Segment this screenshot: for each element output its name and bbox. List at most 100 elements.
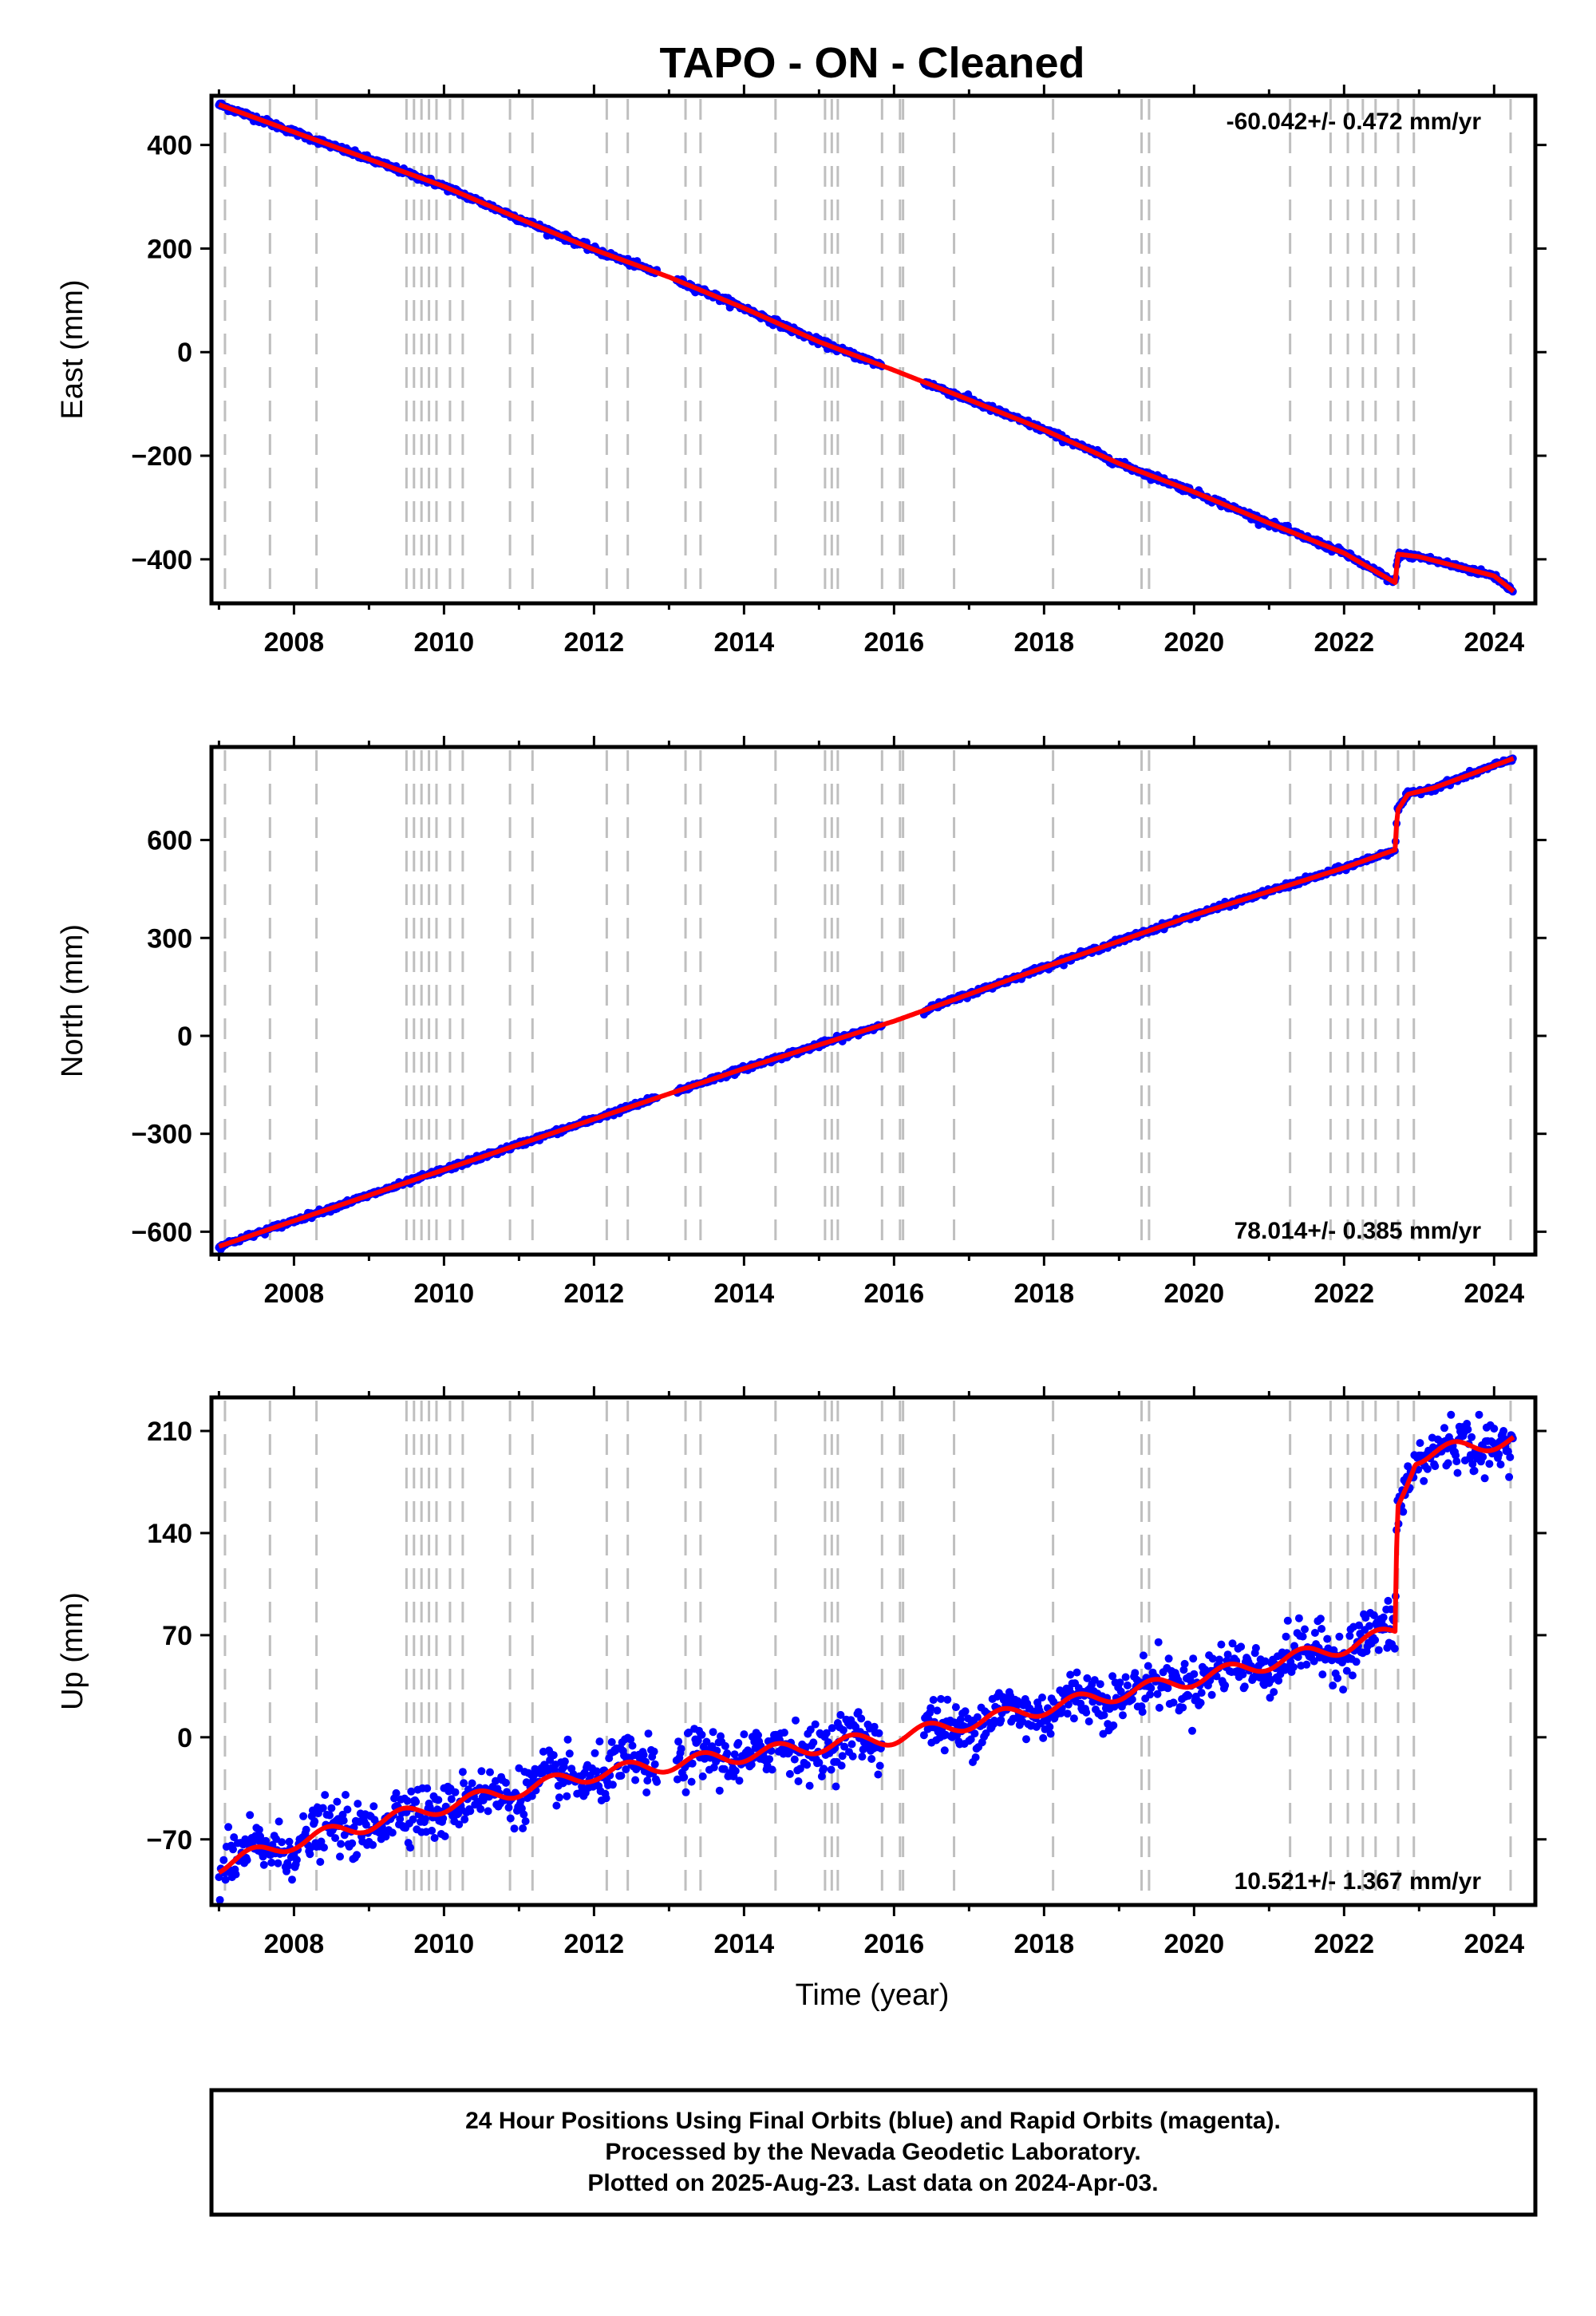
y-axis-label: North (mm) (56, 924, 89, 1077)
data-point (765, 1755, 774, 1764)
data-point (1189, 1654, 1198, 1663)
data-point (1196, 1698, 1205, 1707)
data-point (1301, 1625, 1309, 1634)
data-point (460, 1779, 468, 1788)
data-point (1131, 1669, 1140, 1678)
data-point (447, 1795, 456, 1804)
data-point (406, 1844, 415, 1852)
data-point (1496, 1460, 1505, 1468)
data-point (1479, 1452, 1487, 1461)
data-point (1329, 1682, 1337, 1690)
data-point (1121, 1673, 1130, 1682)
y-tick-label: 600 (147, 826, 192, 856)
data-point (468, 1779, 476, 1788)
data-point (723, 1749, 732, 1757)
y-tick-label: 200 (147, 234, 192, 264)
data-point (369, 1802, 378, 1811)
data-point (1096, 1680, 1104, 1689)
data-point (560, 1757, 569, 1766)
data-point (342, 1791, 350, 1799)
data-point (1384, 1596, 1393, 1605)
data-point (943, 1695, 952, 1704)
x-tick-label: 2024 (1464, 1279, 1524, 1309)
data-point (476, 1804, 485, 1813)
data-point (1084, 1717, 1093, 1725)
data-point (1240, 1682, 1249, 1691)
data-point (565, 1749, 574, 1758)
data-point (642, 1788, 651, 1796)
data-point (434, 1796, 443, 1804)
data-point (215, 1895, 224, 1904)
data-point (549, 1751, 558, 1760)
data-point (1317, 1625, 1326, 1633)
data-point (1038, 1694, 1046, 1701)
data-point (1490, 1425, 1499, 1433)
data-point (874, 1770, 883, 1779)
data-point (803, 1761, 812, 1769)
data-point (1270, 1688, 1278, 1697)
y-tick-label: −400 (131, 545, 192, 575)
data-point (595, 1737, 604, 1746)
data-point (785, 1769, 794, 1778)
data-point (1022, 1735, 1030, 1744)
data-point (650, 1747, 658, 1756)
y-tick-label: 70 (162, 1621, 192, 1651)
data-point (1379, 1613, 1388, 1622)
data-point (780, 1729, 788, 1737)
data-point (430, 1834, 439, 1842)
data-point (1316, 1614, 1325, 1623)
data-point (412, 1797, 421, 1806)
data-point (631, 1776, 640, 1784)
data-point (1073, 1668, 1081, 1677)
rate-label: 10.521+/- 1.367 mm/yr (1235, 1868, 1482, 1895)
data-point (477, 1767, 486, 1776)
data-point (837, 1761, 846, 1770)
footer-line-2: Processed by the Nevada Geodetic Laborat… (605, 2139, 1140, 2165)
x-tick-label: 2014 (714, 1929, 775, 1959)
data-point (644, 1729, 653, 1738)
data-point (484, 1807, 492, 1816)
data-point (1390, 1644, 1399, 1653)
data-point (1123, 1681, 1132, 1690)
model-line (218, 102, 1515, 594)
y-tick-label: 300 (147, 923, 192, 954)
data-point (1144, 1662, 1152, 1670)
x-tick-label: 2016 (864, 627, 925, 658)
data-point (318, 1804, 327, 1812)
data-point (519, 1810, 528, 1819)
data-point (709, 1728, 717, 1737)
data-point (486, 1768, 494, 1777)
data-point (811, 1720, 820, 1729)
data-point (274, 1859, 282, 1867)
data-point (1416, 1439, 1424, 1448)
data-point (650, 1760, 659, 1769)
data-point (1464, 1425, 1472, 1434)
data-point (284, 1861, 293, 1870)
data-point (790, 1755, 799, 1764)
data-point (832, 1782, 840, 1791)
data-point (1440, 1424, 1448, 1433)
data-point (1100, 1711, 1108, 1719)
data-point (929, 1696, 938, 1704)
data-point (1505, 1472, 1514, 1481)
data-point (839, 1725, 847, 1734)
data-point (1452, 1457, 1461, 1466)
x-tick-label: 2020 (1164, 1929, 1225, 1959)
x-tick-label: 2020 (1164, 627, 1225, 658)
x-tick-label: 2012 (564, 627, 625, 658)
data-point (997, 1716, 1005, 1725)
data-point (310, 1817, 319, 1826)
data-point (591, 1749, 599, 1757)
data-point (348, 1839, 357, 1848)
chart-title: TAPO - ON - Cleaned (659, 39, 1084, 87)
data-point (1348, 1671, 1357, 1680)
x-axis-label: Time (year) (796, 1978, 950, 2012)
data-point (466, 1807, 475, 1816)
data-point (1197, 1689, 1206, 1697)
data-point (299, 1812, 308, 1820)
data-point (1323, 1634, 1332, 1643)
x-tick-label: 2008 (264, 627, 325, 658)
data-point (521, 1817, 530, 1825)
data-point (1420, 1476, 1428, 1485)
data-point (809, 1738, 818, 1747)
